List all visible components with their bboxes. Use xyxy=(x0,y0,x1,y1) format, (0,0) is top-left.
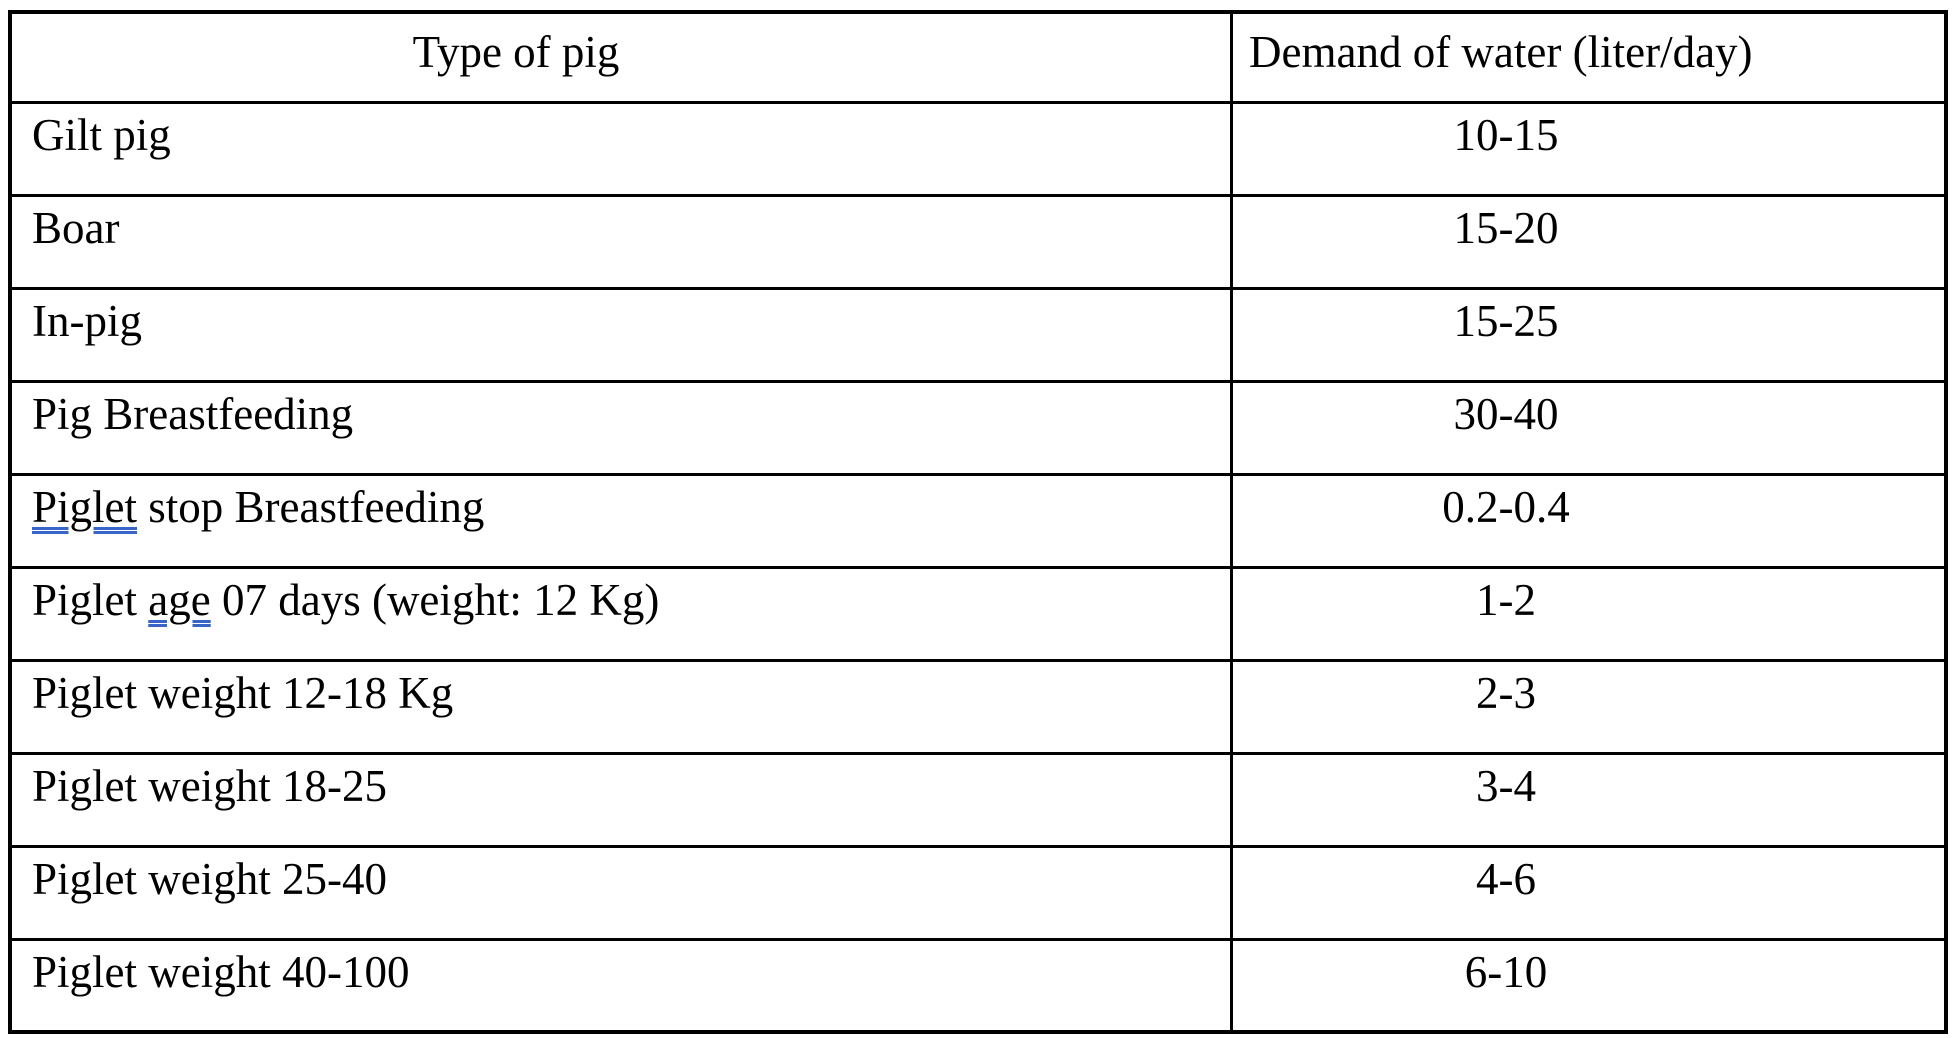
pig-type-text: Piglet weight 12-18 Kg xyxy=(32,667,454,718)
water-demand-cell: 30-40 xyxy=(1230,379,1948,476)
pig-type-text: stop Breastfeeding xyxy=(137,481,485,532)
pig-type-cell: Gilt pig xyxy=(8,100,1233,197)
table-row: Boar 15-20 xyxy=(8,193,1948,290)
column-header-type-of-pig: Type of pig xyxy=(8,10,1233,104)
table-row: Piglet weight 25-40 4-6 xyxy=(8,844,1948,941)
pig-type-cell: Piglet weight 25-40 xyxy=(8,844,1233,941)
table-row: Piglet weight 12-18 Kg 2-3 xyxy=(8,658,1948,755)
grammar-underlined-text: age xyxy=(148,574,211,625)
pig-type-text: Piglet xyxy=(32,574,149,625)
pig-type-cell: Boar xyxy=(8,193,1233,290)
water-demand-cell: 15-25 xyxy=(1230,286,1948,383)
pig-type-cell: Piglet stop Breastfeeding xyxy=(8,472,1233,569)
water-demand-cell: 3-4 xyxy=(1230,751,1948,848)
pig-type-cell: Pig Breastfeeding xyxy=(8,379,1233,476)
table-row: Gilt pig 10-15 xyxy=(8,100,1948,197)
pig-type-text: 07 days (weight: 12 Kg) xyxy=(210,574,660,625)
water-demand-cell: 10-15 xyxy=(1230,100,1948,197)
table-row: Piglet age 07 days (weight: 12 Kg) 1-2 xyxy=(8,565,1948,662)
pig-type-cell: Piglet weight 40-100 xyxy=(8,937,1233,1034)
pig-type-cell: Piglet weight 12-18 Kg xyxy=(8,658,1233,755)
pig-type-text: Piglet weight 40-100 xyxy=(32,946,410,997)
pig-type-text: Piglet weight 25-40 xyxy=(32,853,387,904)
table-header: Type of pig Demand of water (liter/day) xyxy=(8,10,1948,104)
water-demand-table: Type of pig Demand of water (liter/day) … xyxy=(8,10,1948,1034)
table-row: Pig Breastfeeding 30-40 xyxy=(8,379,1948,476)
water-demand-cell: 15-20 xyxy=(1230,193,1948,290)
header-row: Type of pig Demand of water (liter/day) xyxy=(8,10,1948,104)
pig-type-text: Gilt pig xyxy=(32,109,171,160)
pig-type-text: Pig Breastfeeding xyxy=(32,388,354,439)
pig-type-text: Boar xyxy=(32,202,120,253)
pig-type-text: In-pig xyxy=(32,295,142,346)
water-demand-cell: 0.2-0.4 xyxy=(1230,472,1948,569)
water-demand-cell: 1-2 xyxy=(1230,565,1948,662)
pig-type-cell: In-pig xyxy=(8,286,1233,383)
pig-type-cell: Piglet weight 18-25 xyxy=(8,751,1233,848)
pig-type-text: Piglet weight 18-25 xyxy=(32,760,387,811)
table-row: Piglet stop Breastfeeding 0.2-0.4 xyxy=(8,472,1948,569)
table-row: In-pig 15-25 xyxy=(8,286,1948,383)
water-demand-cell: 6-10 xyxy=(1230,937,1948,1034)
column-header-water-demand: Demand of water (liter/day) xyxy=(1230,10,1948,104)
water-demand-cell: 2-3 xyxy=(1230,658,1948,755)
grammar-underlined-text: Piglet xyxy=(32,481,138,532)
table-row: Piglet weight 40-100 6-10 xyxy=(8,937,1948,1034)
water-demand-cell: 4-6 xyxy=(1230,844,1948,941)
table-body: Gilt pig 10-15 Boar 15-20 In-pig 15-25 Pig Bre… xyxy=(8,100,1948,1034)
pig-type-cell: Piglet age 07 days (weight: 12 Kg) xyxy=(8,565,1233,662)
table-row: Piglet weight 18-25 3-4 xyxy=(8,751,1948,848)
